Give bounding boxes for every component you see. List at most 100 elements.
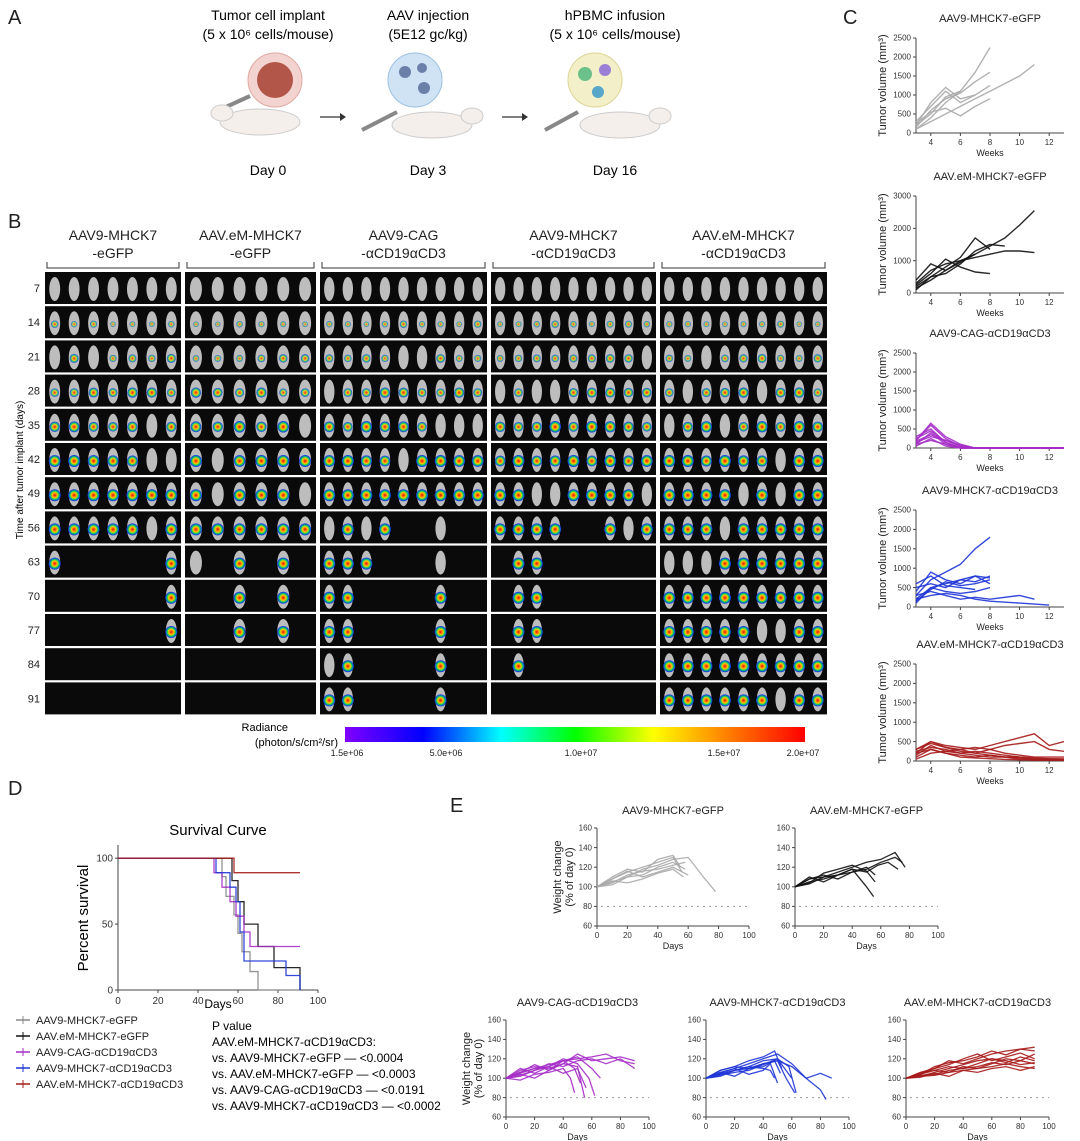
mouse-silhouette bbox=[531, 277, 542, 301]
mouse-silhouette bbox=[233, 277, 246, 301]
p-value-row: vs. AAV.eM-MHCK7-eGFP — <0.0003 bbox=[212, 1067, 416, 1081]
x-tick-label: 60 bbox=[684, 931, 693, 940]
imaging-cell bbox=[185, 579, 316, 612]
chart-title: AAV.eM-MHCK7-αCD19αCD3 bbox=[904, 997, 1051, 1009]
signal-spot bbox=[341, 694, 354, 707]
p-value-table: P value AAV.eM-MHCK7-αCD19αCD3: vs. AAV9… bbox=[212, 1019, 441, 1113]
signal-spot bbox=[235, 388, 245, 398]
chart-weight-aav9-cag: 60 80 100 120 140 160 0 20 40 60 80 100 AAV9-CAG-αCD… bbox=[488, 997, 657, 1141]
group-header: -αCD19αCD3 bbox=[701, 245, 786, 261]
group-bracket bbox=[186, 262, 315, 269]
panel-label-d: D bbox=[8, 778, 22, 800]
x-tick-label: 40 bbox=[559, 1122, 568, 1131]
mouse-silhouette bbox=[623, 516, 634, 541]
y-tick-label: 50 bbox=[102, 919, 114, 930]
signal-spot bbox=[681, 455, 694, 467]
signal-spot bbox=[88, 421, 99, 432]
signal-spot bbox=[379, 421, 391, 433]
chart-title: AAV9-MHCK7-eGFP bbox=[622, 805, 724, 817]
y-tick-label: 140 bbox=[488, 1035, 502, 1044]
signal-spot bbox=[126, 455, 138, 467]
signal-spot bbox=[703, 321, 710, 328]
group-header: -eGFP bbox=[92, 245, 133, 261]
x-tick-label: 8 bbox=[988, 453, 993, 462]
survival-title: Survival Curve bbox=[169, 822, 267, 839]
y-tick-label: 100 bbox=[777, 882, 791, 891]
group-header: -αCD19αCD3 bbox=[531, 245, 616, 261]
chart-tumor-volume-aav-em-mhck7-cd19cd3: 0 500 1000 1500 2000 2500 4 6 8 10 12 AAV.eM-MHCK7-… bbox=[893, 639, 1065, 786]
series-line bbox=[915, 586, 991, 604]
y-tick-label: 140 bbox=[579, 843, 593, 852]
x-axis-label: Days bbox=[856, 941, 877, 951]
colorbar-tick-label: 1.5e+07 bbox=[708, 748, 741, 758]
signal-spot bbox=[682, 421, 693, 432]
series-line bbox=[596, 854, 682, 888]
signal-spot bbox=[128, 354, 137, 363]
mouse-silhouette bbox=[495, 277, 506, 301]
mouse-silhouette bbox=[719, 516, 731, 541]
signal-spot bbox=[193, 321, 199, 328]
signal-spot bbox=[300, 388, 310, 397]
mouse-silhouette bbox=[88, 277, 100, 301]
signal-spot bbox=[109, 354, 117, 362]
x-axis-label: Days bbox=[767, 1132, 788, 1141]
series-line bbox=[505, 1056, 601, 1079]
timeline-step-detail: (5E12 gc/kg) bbox=[388, 26, 467, 42]
weight-change-panel: 60 80 100 120 140 160 0 20 40 60 80 100 AAV9-MHCK7-e… bbox=[461, 805, 1056, 1141]
x-tick-label: 8 bbox=[988, 612, 993, 621]
signal-spot bbox=[604, 421, 616, 433]
mouse-silhouette bbox=[472, 413, 483, 438]
signal-spot bbox=[233, 591, 246, 604]
x-tick-label: 80 bbox=[616, 1122, 625, 1131]
signal-spot bbox=[793, 557, 806, 570]
imaging-cell bbox=[185, 545, 316, 578]
chart-title: AAV9-MHCK7-αCD19αCD3 bbox=[710, 997, 846, 1009]
y-tick-label: 1500 bbox=[893, 72, 911, 81]
group-header: -αCD19αCD3 bbox=[361, 245, 446, 261]
mouse-silhouette bbox=[146, 413, 158, 438]
group-header: -eGFP bbox=[230, 245, 271, 261]
y-tick-label: 140 bbox=[777, 843, 791, 852]
signal-spot bbox=[233, 489, 246, 502]
y-axis-label: Weight change bbox=[461, 1032, 473, 1105]
signal-spot bbox=[236, 320, 243, 328]
signal-spot bbox=[189, 489, 202, 502]
signal-spot bbox=[233, 626, 246, 638]
series-line bbox=[905, 1063, 1035, 1079]
signal-spot bbox=[257, 354, 266, 363]
signal-spot bbox=[417, 388, 427, 397]
y-tick-label: 1000 bbox=[893, 406, 911, 415]
signal-spot bbox=[776, 354, 785, 363]
mouse-silhouette bbox=[775, 448, 786, 472]
signal-spot bbox=[436, 354, 445, 363]
signal-spot bbox=[416, 489, 429, 502]
signal-spot bbox=[360, 455, 373, 467]
y-tick-label: 1500 bbox=[893, 544, 911, 553]
mouse-icon bbox=[648, 107, 672, 125]
series-line bbox=[915, 430, 1064, 449]
signal-spot bbox=[50, 320, 59, 328]
y-tick-label: 80 bbox=[692, 1093, 701, 1102]
signal-spot bbox=[299, 523, 312, 536]
signal-spot bbox=[69, 388, 79, 397]
y-tick-label: 80 bbox=[492, 1093, 501, 1102]
mouse-icon bbox=[579, 111, 661, 139]
signal-spot bbox=[360, 421, 373, 433]
y-tick-label: 140 bbox=[688, 1035, 702, 1044]
x-tick-label: 20 bbox=[819, 931, 828, 940]
signal-spot bbox=[341, 660, 354, 673]
mouse-silhouette bbox=[664, 413, 675, 438]
signal-spot bbox=[68, 455, 81, 467]
signal-spot bbox=[107, 455, 119, 467]
p-value-header: P value bbox=[212, 1019, 252, 1033]
series-line bbox=[915, 740, 1064, 758]
x-tick-label: 6 bbox=[958, 453, 963, 462]
signal-spot bbox=[530, 626, 543, 638]
series-line bbox=[794, 866, 876, 888]
signal-spot bbox=[110, 321, 116, 327]
signal-spot bbox=[323, 421, 335, 433]
mouse-silhouette bbox=[324, 653, 335, 678]
x-tick-label: 40 bbox=[192, 996, 204, 1007]
signal-spot bbox=[700, 591, 713, 604]
